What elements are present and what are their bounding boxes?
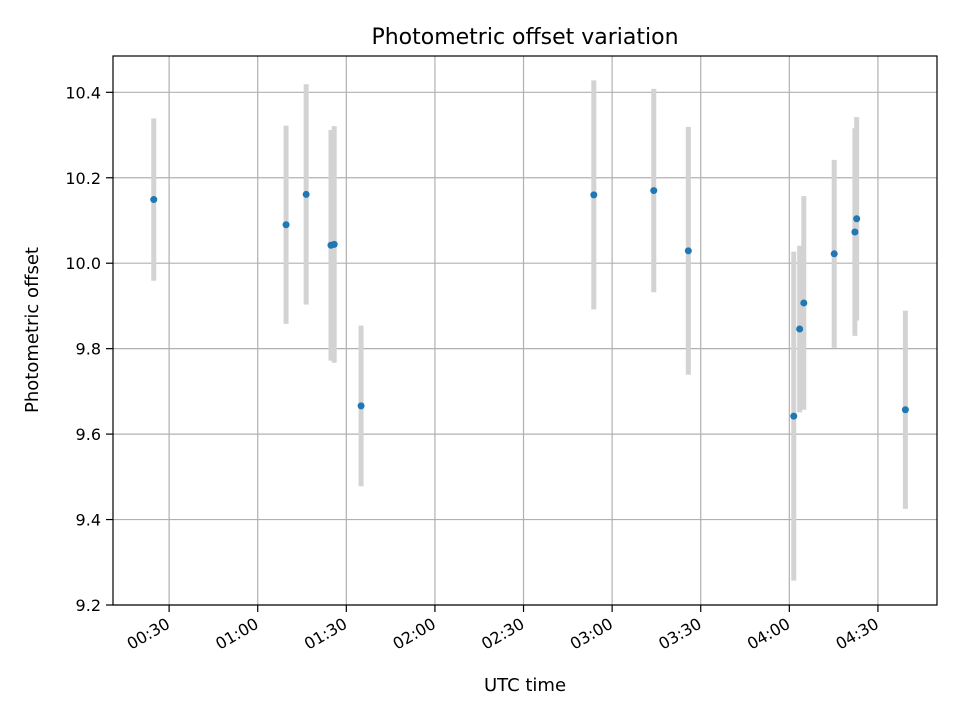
plot-frame bbox=[112, 55, 938, 606]
data-point bbox=[796, 325, 804, 333]
data-point bbox=[790, 412, 798, 420]
y-axis-ticks: 9.2 9.4 9.6 9.8 10.0 10.2 10.4 bbox=[65, 83, 113, 615]
y-tick-label: 9.4 bbox=[76, 511, 101, 530]
y-tick-label: 9.6 bbox=[76, 425, 101, 444]
data-point bbox=[830, 250, 838, 258]
y-tick-label: 9.8 bbox=[76, 340, 101, 359]
x-axis-label: UTC time bbox=[484, 675, 566, 696]
data-point bbox=[150, 196, 158, 204]
chart-title: Photometric offset variation bbox=[371, 25, 678, 50]
data-point bbox=[282, 221, 290, 229]
y-tick-label: 9.2 bbox=[76, 596, 101, 615]
data-point bbox=[590, 191, 598, 199]
data-point bbox=[800, 299, 808, 307]
data-point bbox=[684, 247, 692, 255]
data-point bbox=[901, 406, 909, 414]
data-point bbox=[650, 187, 658, 195]
y-axis-label: Photometric offset bbox=[22, 247, 43, 413]
data-points bbox=[150, 187, 909, 420]
y-tick-label: 10.0 bbox=[65, 254, 101, 273]
y-tick-label: 10.2 bbox=[65, 169, 101, 188]
data-point bbox=[853, 215, 861, 223]
data-point bbox=[302, 190, 310, 198]
data-point bbox=[330, 240, 338, 248]
data-point bbox=[357, 402, 365, 410]
data-point bbox=[851, 228, 859, 236]
y-tick-label: 10.4 bbox=[65, 83, 101, 102]
